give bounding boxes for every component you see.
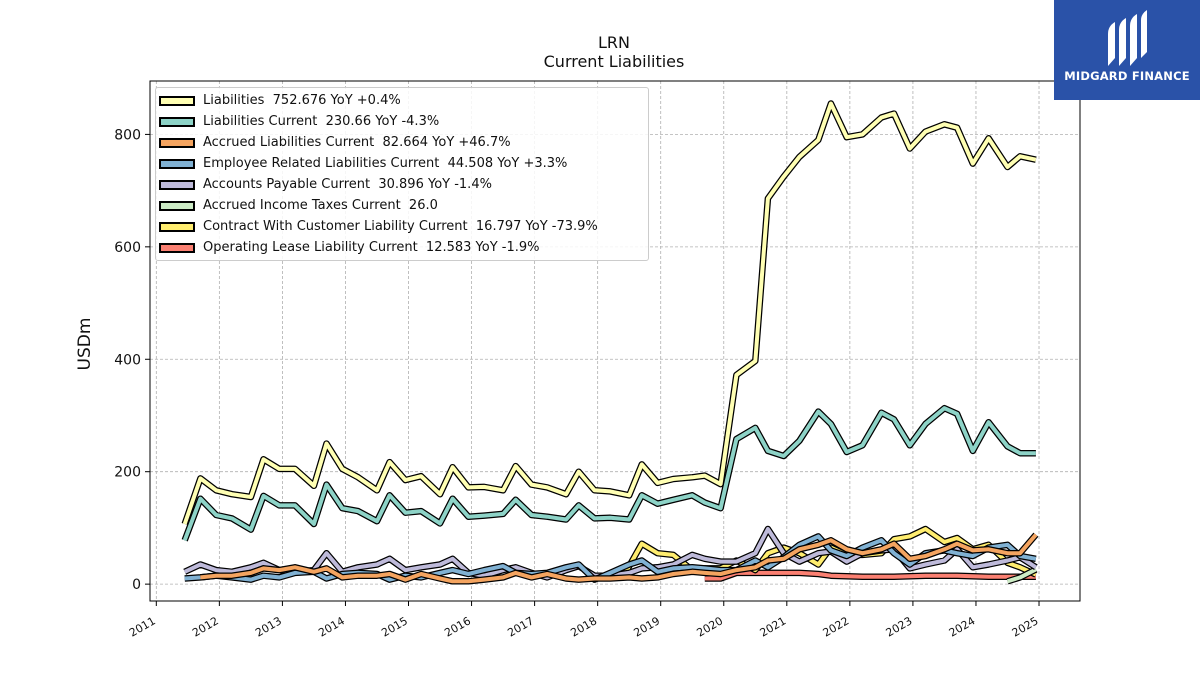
x-tick-label: 2018 xyxy=(568,614,599,639)
series-line xyxy=(200,533,1038,584)
series-line xyxy=(704,570,1036,581)
legend-label: Employee Related Liabilities Current 44.… xyxy=(203,156,568,171)
midgard-logo-icon xyxy=(1108,10,1147,66)
legend-swatch xyxy=(159,180,195,190)
plot-frame xyxy=(149,80,1081,602)
legend: Liabilities 752.676 YoY +0.4% Liabilities… xyxy=(155,87,649,261)
chart-title: LRN xyxy=(598,33,630,52)
x-tick-label: 2017 xyxy=(505,614,536,639)
series-line xyxy=(182,406,1036,542)
legend-swatch xyxy=(159,138,195,148)
legend-swatch xyxy=(159,159,195,169)
legend-label: Liabilities Current 230.66 YoY -4.3% xyxy=(203,114,440,129)
y-axis-label: USDm xyxy=(75,318,95,371)
brand-name: MIDGARD FINANCE xyxy=(1064,69,1190,83)
legend-swatch xyxy=(159,243,195,253)
series-liabilities xyxy=(181,100,1037,526)
legend-label: Contract With Customer Liability Current… xyxy=(203,219,598,234)
x-tick-label: 2016 xyxy=(442,614,473,639)
legend-item: Contract With Customer Liability Current… xyxy=(156,218,650,238)
series-accrued-liabilities-current xyxy=(200,532,1039,585)
y-tick-label: 800 xyxy=(114,127,141,143)
brand-logo: MIDGARD FINANCE xyxy=(1054,0,1200,100)
x-tick-label: 2021 xyxy=(758,614,789,639)
legend-label: Accounts Payable Current 30.896 YoY -1.4… xyxy=(203,177,492,192)
x-tick-label: 2025 xyxy=(1010,614,1041,639)
legend-item: Employee Related Liabilities Current 44.… xyxy=(156,155,650,175)
legend-item: Accrued Income Taxes Current 26.0 xyxy=(156,197,650,217)
legend-swatch xyxy=(159,117,195,127)
x-tick-label: 2015 xyxy=(379,614,410,639)
x-tick-label: 2019 xyxy=(631,614,662,639)
legend-label: Liabilities 752.676 YoY +0.4% xyxy=(203,93,401,108)
legend-item: Liabilities Current 230.66 YoY -4.3% xyxy=(156,113,650,133)
x-tick-label: 2013 xyxy=(253,614,284,639)
series-operating-lease-liability-current xyxy=(704,569,1036,582)
legend-label: Accrued Liabilities Current 82.664 YoY +… xyxy=(203,135,511,150)
legend-item: Liabilities 752.676 YoY +0.4% xyxy=(156,92,650,112)
legend-swatch xyxy=(159,222,195,232)
legend-swatch xyxy=(159,96,195,106)
x-tick-label: 2012 xyxy=(190,614,221,639)
legend-item: Operating Lease Liability Current 12.583… xyxy=(156,239,650,259)
x-tick-label: 2014 xyxy=(316,614,347,639)
legend-label: Operating Lease Liability Current 12.583… xyxy=(203,240,540,255)
legend-swatch xyxy=(159,201,195,211)
series-employee-related-liabilities-current xyxy=(184,533,1037,583)
x-tick-label: 2020 xyxy=(695,614,726,639)
series-line xyxy=(182,101,1037,525)
legend-label: Accrued Income Taxes Current 26.0 xyxy=(203,198,438,213)
series-layer xyxy=(181,100,1039,585)
chart-subtitle: Current Liabilities xyxy=(543,52,685,71)
x-tick-label: 2011 xyxy=(127,614,158,639)
y-tick-label: 600 xyxy=(114,240,141,256)
x-tick-label: 2024 xyxy=(947,614,978,639)
series-liabilities-current xyxy=(181,404,1036,542)
legend-item: Accrued Liabilities Current 82.664 YoY +… xyxy=(156,134,650,154)
series-line xyxy=(1006,567,1037,584)
x-tick-label: 2023 xyxy=(884,614,915,639)
series-line xyxy=(184,534,1037,582)
y-tick-label: 200 xyxy=(114,465,141,481)
series-accrued-income-taxes-current xyxy=(1006,566,1038,585)
legend-item: Accounts Payable Current 30.896 YoY -1.4… xyxy=(156,176,650,196)
x-tick-label: 2022 xyxy=(821,614,852,639)
y-tick-label: 0 xyxy=(132,577,141,593)
y-tick-label: 400 xyxy=(114,352,141,368)
